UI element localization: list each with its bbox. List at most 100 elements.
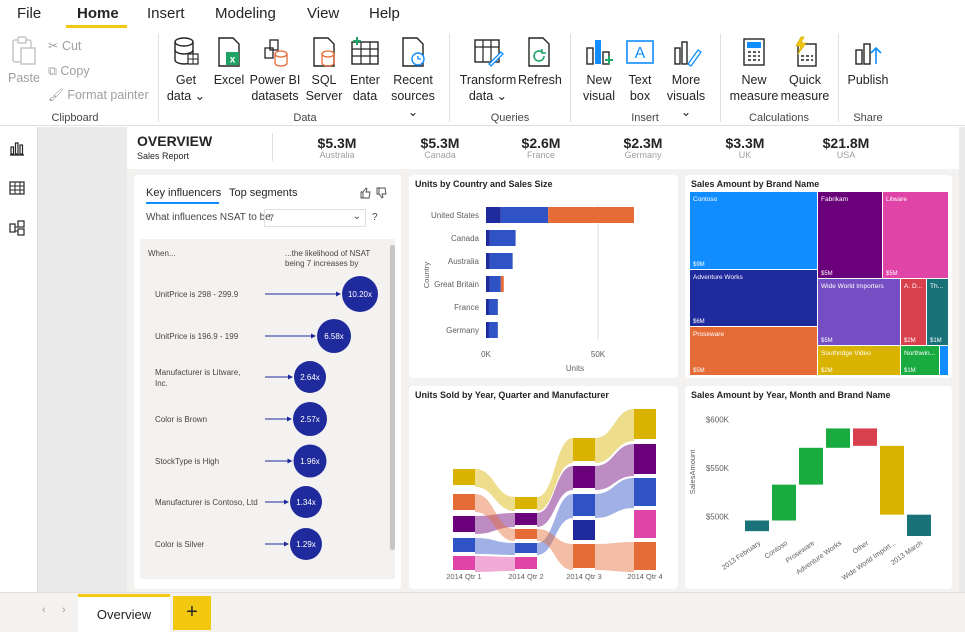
paste-icon	[12, 36, 36, 65]
ribbon-chart: 2014 Qtr 1 2014 Qtr 2 2014 Qtr 3 2014 Qtr 4	[446, 409, 663, 581]
tile-value: $1M	[930, 338, 942, 344]
powerbi-datasets-button[interactable]: Power BI datasets	[249, 36, 301, 104]
refresh-label: Refresh	[518, 73, 562, 87]
tab-key-influencers[interactable]: Key influencers	[146, 187, 222, 199]
next-page-arrow-icon[interactable]: ›	[62, 604, 66, 616]
tile-value: $5M	[821, 338, 833, 344]
thumbs-down-icon[interactable]	[376, 187, 388, 199]
get-data-button[interactable]: Get data ⌄	[163, 36, 209, 104]
recent-sources-button[interactable]: Recent sources ⌄	[386, 36, 440, 120]
menu-bar: File Home Insert Modeling View Help	[0, 0, 965, 30]
influencer-value: 2.57x	[300, 415, 320, 424]
menu-view[interactable]: View	[307, 5, 340, 22]
help-icon[interactable]: ?	[372, 212, 378, 223]
ribbon-segment	[573, 438, 595, 461]
arrow-icon	[287, 416, 292, 422]
brand-treemap-visual[interactable]: Sales Amount by Brand Name Contoso $9M Fab…	[685, 175, 952, 378]
influencer-label: Inc.	[155, 379, 168, 388]
sql-server-button[interactable]: SQL Server	[304, 36, 344, 104]
treemap-tile	[818, 346, 900, 375]
kpi-label: Germany	[624, 150, 662, 160]
data-view-icon[interactable]	[8, 179, 26, 197]
influencer-label: Manufacturer is Litware,	[155, 368, 240, 377]
influencer-value: 1.34x	[296, 498, 316, 507]
influencer-label: UnitPrice is 298 - 299.9	[155, 290, 239, 299]
ribbon-band	[537, 438, 573, 511]
prev-page-arrow-icon[interactable]: ‹	[42, 604, 46, 616]
kpi-card[interactable]: $21.8M USA	[801, 135, 891, 160]
datasets-icon	[264, 39, 288, 67]
influencer-value: 1.96x	[300, 457, 320, 466]
kpi-card[interactable]: $5.3M Australia	[292, 135, 382, 160]
ribbon-segment	[573, 544, 595, 568]
ribbon-segment	[453, 469, 475, 485]
kpi-card[interactable]: $2.6M France	[496, 135, 586, 160]
kpi-value: $5.3M	[317, 135, 357, 151]
excel-button[interactable]: x Excel	[211, 36, 247, 88]
publish-label: Publish	[847, 73, 889, 87]
chart-title: Sales Amount by Brand Name	[691, 179, 820, 189]
new-measure-button[interactable]: New measure	[728, 36, 780, 104]
units-bar-chart: Country United States Canada Australia Great…	[422, 205, 634, 373]
format-painter-button[interactable]: 🖌 Format painter	[48, 87, 149, 103]
menu-insert[interactable]: Insert	[147, 5, 185, 22]
enter-data-button[interactable]: Enter data	[346, 36, 384, 104]
report-view-icon[interactable]	[8, 139, 26, 157]
units-by-country-visual[interactable]: Units by Country and Sales Size Country U…	[409, 175, 678, 378]
influencer-label: UnitPrice is 196.9 - 199	[155, 332, 239, 341]
influencer-rows: UnitPrice is 298 - 299.9 10.20x UnitPrice …	[155, 276, 378, 560]
quick-measure-button[interactable]: Quick measure	[780, 36, 830, 104]
text-box-button[interactable]: A Text box	[622, 36, 658, 104]
add-page-button[interactable]: +	[173, 596, 211, 630]
refresh-button[interactable]: Refresh	[518, 36, 562, 88]
units-sold-ribbon-visual[interactable]: Units Sold by Year, Quarter and Manufact…	[409, 386, 678, 589]
y-axis-label: Country	[422, 262, 431, 289]
bar	[488, 322, 498, 338]
ribbon-band	[537, 466, 573, 527]
more-visuals-label-2: visuals ⌄	[666, 89, 706, 119]
ribbon-segment	[573, 520, 595, 540]
transform-data-button[interactable]: Transform data ⌄	[459, 36, 517, 104]
tile-label: A. D...	[904, 283, 922, 290]
ribbon-segment	[515, 529, 537, 539]
treemap-tile	[690, 270, 817, 326]
ribbon: Paste ✂ Cut ⧉ Copy 🖌 Format painter Clip…	[0, 30, 965, 126]
ribbon-segment	[573, 494, 595, 516]
key-influencers-visual[interactable]: Key influencers Top segments What influe…	[134, 175, 401, 589]
menu-home[interactable]: Home	[77, 5, 119, 22]
paste-button[interactable]: Paste	[6, 36, 42, 86]
scrollbar[interactable]	[390, 245, 395, 550]
kpi-card[interactable]: $3.3M UK	[700, 135, 790, 160]
ribbon-band	[475, 513, 515, 534]
tile-label: Proseware	[693, 331, 724, 338]
kpi-card[interactable]: $2.3M Germany	[598, 135, 688, 160]
treemap-tile	[927, 279, 948, 345]
menu-file[interactable]: File	[17, 5, 42, 22]
nsat-value-dropdown[interactable]: 7 ⌄	[264, 209, 366, 227]
bar	[486, 253, 490, 269]
menu-help[interactable]: Help	[369, 5, 400, 22]
thumbs-up-icon[interactable]	[360, 187, 372, 199]
model-view-icon[interactable]	[8, 219, 26, 237]
page-tab-overview[interactable]: Overview	[78, 594, 170, 632]
cut-button[interactable]: ✂ Cut	[48, 38, 81, 54]
sales-waterfall-visual[interactable]: Sales Amount by Year, Month and Brand Na…	[685, 386, 952, 589]
publish-button[interactable]: Publish	[845, 36, 891, 88]
transform-icon	[474, 39, 504, 67]
y-tick-label: Great Britain	[434, 280, 479, 289]
tab-top-segments[interactable]: Top segments	[229, 187, 298, 199]
y-tick-label: Australia	[448, 257, 480, 266]
queries-group-label: Queries	[490, 112, 530, 124]
x-tick-label: 2014 Qtr 1	[446, 572, 481, 581]
copy-button[interactable]: ⧉ Copy	[48, 63, 90, 79]
influencer-bubble	[317, 319, 351, 353]
treemap-tile	[818, 192, 882, 278]
influencer-label: Color is Brown	[155, 415, 207, 424]
kpi-card[interactable]: $5.3M Canada	[395, 135, 485, 160]
menu-modeling[interactable]: Modeling	[215, 5, 276, 22]
more-visuals-button[interactable]: More visuals ⌄	[660, 36, 712, 120]
waterfall-bar	[799, 447, 823, 485]
waterfall-bar	[745, 520, 769, 532]
tile-label: Fabrikam	[821, 196, 848, 203]
new-visual-button[interactable]: New visual	[579, 36, 619, 104]
